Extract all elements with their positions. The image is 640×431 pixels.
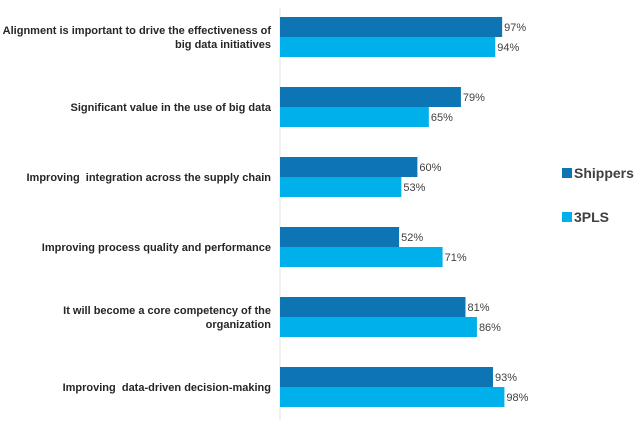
legend-label-3pls: 3PLS [574,209,609,225]
bar-shippers-4 [280,227,400,247]
category-label-line: Improving integration across the supply … [27,172,272,184]
bar-3pls-1 [280,37,496,57]
category-label-line: Improving data-driven decision-making [63,382,271,394]
category-label-3: Improving integration across the supply … [27,172,272,184]
bar-3pls-2 [280,107,429,127]
value-label-group: 97% 94% 79% 65% 60% 53% 52% 71% 81% 86% 93% 98% [401,22,529,404]
category-label-6: Improving data-driven decision-making [63,382,271,394]
bar-3pls-6 [280,387,505,407]
category-label-line: Improving process quality and performanc… [42,242,271,254]
value-label-shippers-5: 81% [467,302,489,314]
category-label-line: Alignment is important to drive the effe… [3,25,272,37]
bar-group [280,17,505,407]
bar-shippers-5 [280,297,466,317]
legend-swatch-shippers [562,168,572,178]
value-label-shippers-1: 97% [504,22,526,34]
category-label-group: Alignment is important to drive the effe… [3,25,272,394]
value-label-3pls-5: 86% [479,322,501,334]
legend: Shippers 3PLS [562,165,634,225]
value-label-3pls-4: 71% [445,252,467,264]
bar-shippers-2 [280,87,461,107]
value-label-3pls-1: 94% [497,42,519,54]
category-label-4: Improving process quality and performanc… [42,242,271,254]
value-label-3pls-2: 65% [431,112,453,124]
value-label-shippers-2: 79% [463,92,485,104]
category-label-1: Alignment is important to drive the effe… [3,25,272,51]
bar-3pls-3 [280,177,402,197]
bar-shippers-3 [280,157,418,177]
category-label-line: Significant value in the use of big data [71,102,272,114]
value-label-3pls-3: 53% [403,182,425,194]
value-label-shippers-6: 93% [495,372,517,384]
value-label-shippers-4: 52% [401,232,423,244]
legend-label-shippers: Shippers [574,165,634,181]
category-label-line: big data initiatives [175,39,271,51]
bar-3pls-5 [280,317,477,337]
bar-shippers-1 [280,17,503,37]
bar-shippers-6 [280,367,493,387]
category-label-line: It will become a core competency of the [63,305,271,317]
category-label-2: Significant value in the use of big data [71,102,272,114]
bar-3pls-4 [280,247,443,267]
category-label-line: organization [206,319,272,331]
legend-swatch-3pls [562,212,572,222]
category-label-5: It will become a core competency of the o… [63,305,271,331]
value-label-shippers-3: 60% [419,162,441,174]
value-label-3pls-6: 98% [506,392,528,404]
